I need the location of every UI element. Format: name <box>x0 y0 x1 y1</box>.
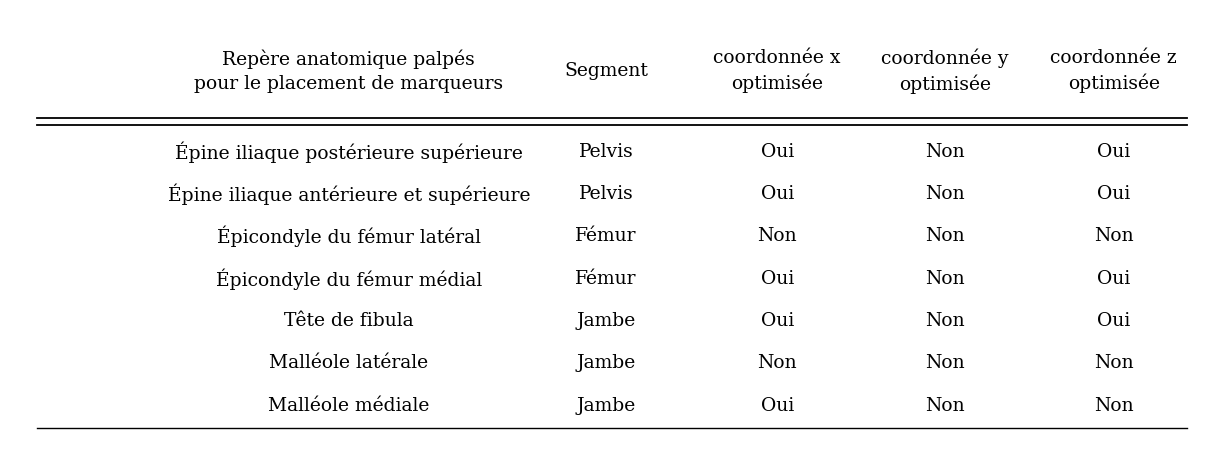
Text: Tête de fibula: Tête de fibula <box>284 311 414 330</box>
Text: Oui: Oui <box>1097 185 1131 203</box>
Text: Oui: Oui <box>760 396 794 414</box>
Text: Non: Non <box>925 269 965 287</box>
Text: Non: Non <box>925 311 965 330</box>
Text: Oui: Oui <box>760 142 794 161</box>
Text: Pelvis: Pelvis <box>579 142 633 161</box>
Text: Fémur: Fémur <box>575 269 636 287</box>
Text: Oui: Oui <box>760 269 794 287</box>
Text: Non: Non <box>925 396 965 414</box>
Text: Oui: Oui <box>1097 311 1131 330</box>
Text: Non: Non <box>1094 227 1133 245</box>
Text: Oui: Oui <box>1097 269 1131 287</box>
Text: Repère anatomique palpés
pour le placement de marqueurs: Repère anatomique palpés pour le placeme… <box>195 50 503 93</box>
Text: Épine iliaque antérieure et supérieure: Épine iliaque antérieure et supérieure <box>168 183 530 204</box>
Text: Fémur: Fémur <box>575 227 636 245</box>
Text: Épine iliaque postérieure supérieure: Épine iliaque postérieure supérieure <box>175 141 523 162</box>
Text: Jambe: Jambe <box>577 396 635 414</box>
Text: Non: Non <box>1094 396 1133 414</box>
Text: Malléole médiale: Malléole médiale <box>268 396 430 414</box>
Text: Jambe: Jambe <box>577 311 635 330</box>
Text: Non: Non <box>925 353 965 372</box>
Text: Malléole latérale: Malléole latérale <box>269 353 428 372</box>
Text: Non: Non <box>758 353 797 372</box>
Text: Segment: Segment <box>564 62 647 80</box>
Text: Oui: Oui <box>760 311 794 330</box>
Text: Non: Non <box>925 142 965 161</box>
Text: coordonnée y
optimisée: coordonnée y optimisée <box>881 49 1009 94</box>
Text: Pelvis: Pelvis <box>579 185 633 203</box>
Text: Oui: Oui <box>760 185 794 203</box>
Text: Non: Non <box>925 185 965 203</box>
Text: Oui: Oui <box>1097 142 1131 161</box>
Text: coordonnée x
optimisée: coordonnée x optimisée <box>714 49 841 93</box>
Text: Épicondyle du fémur médial: Épicondyle du fémur médial <box>215 268 482 289</box>
Text: Non: Non <box>758 227 797 245</box>
Text: Non: Non <box>1094 353 1133 372</box>
Text: Épicondyle du fémur latéral: Épicondyle du fémur latéral <box>217 225 481 246</box>
Text: Jambe: Jambe <box>577 353 635 372</box>
Text: Non: Non <box>925 227 965 245</box>
Text: coordonnée z
optimisée: coordonnée z optimisée <box>1050 49 1177 93</box>
